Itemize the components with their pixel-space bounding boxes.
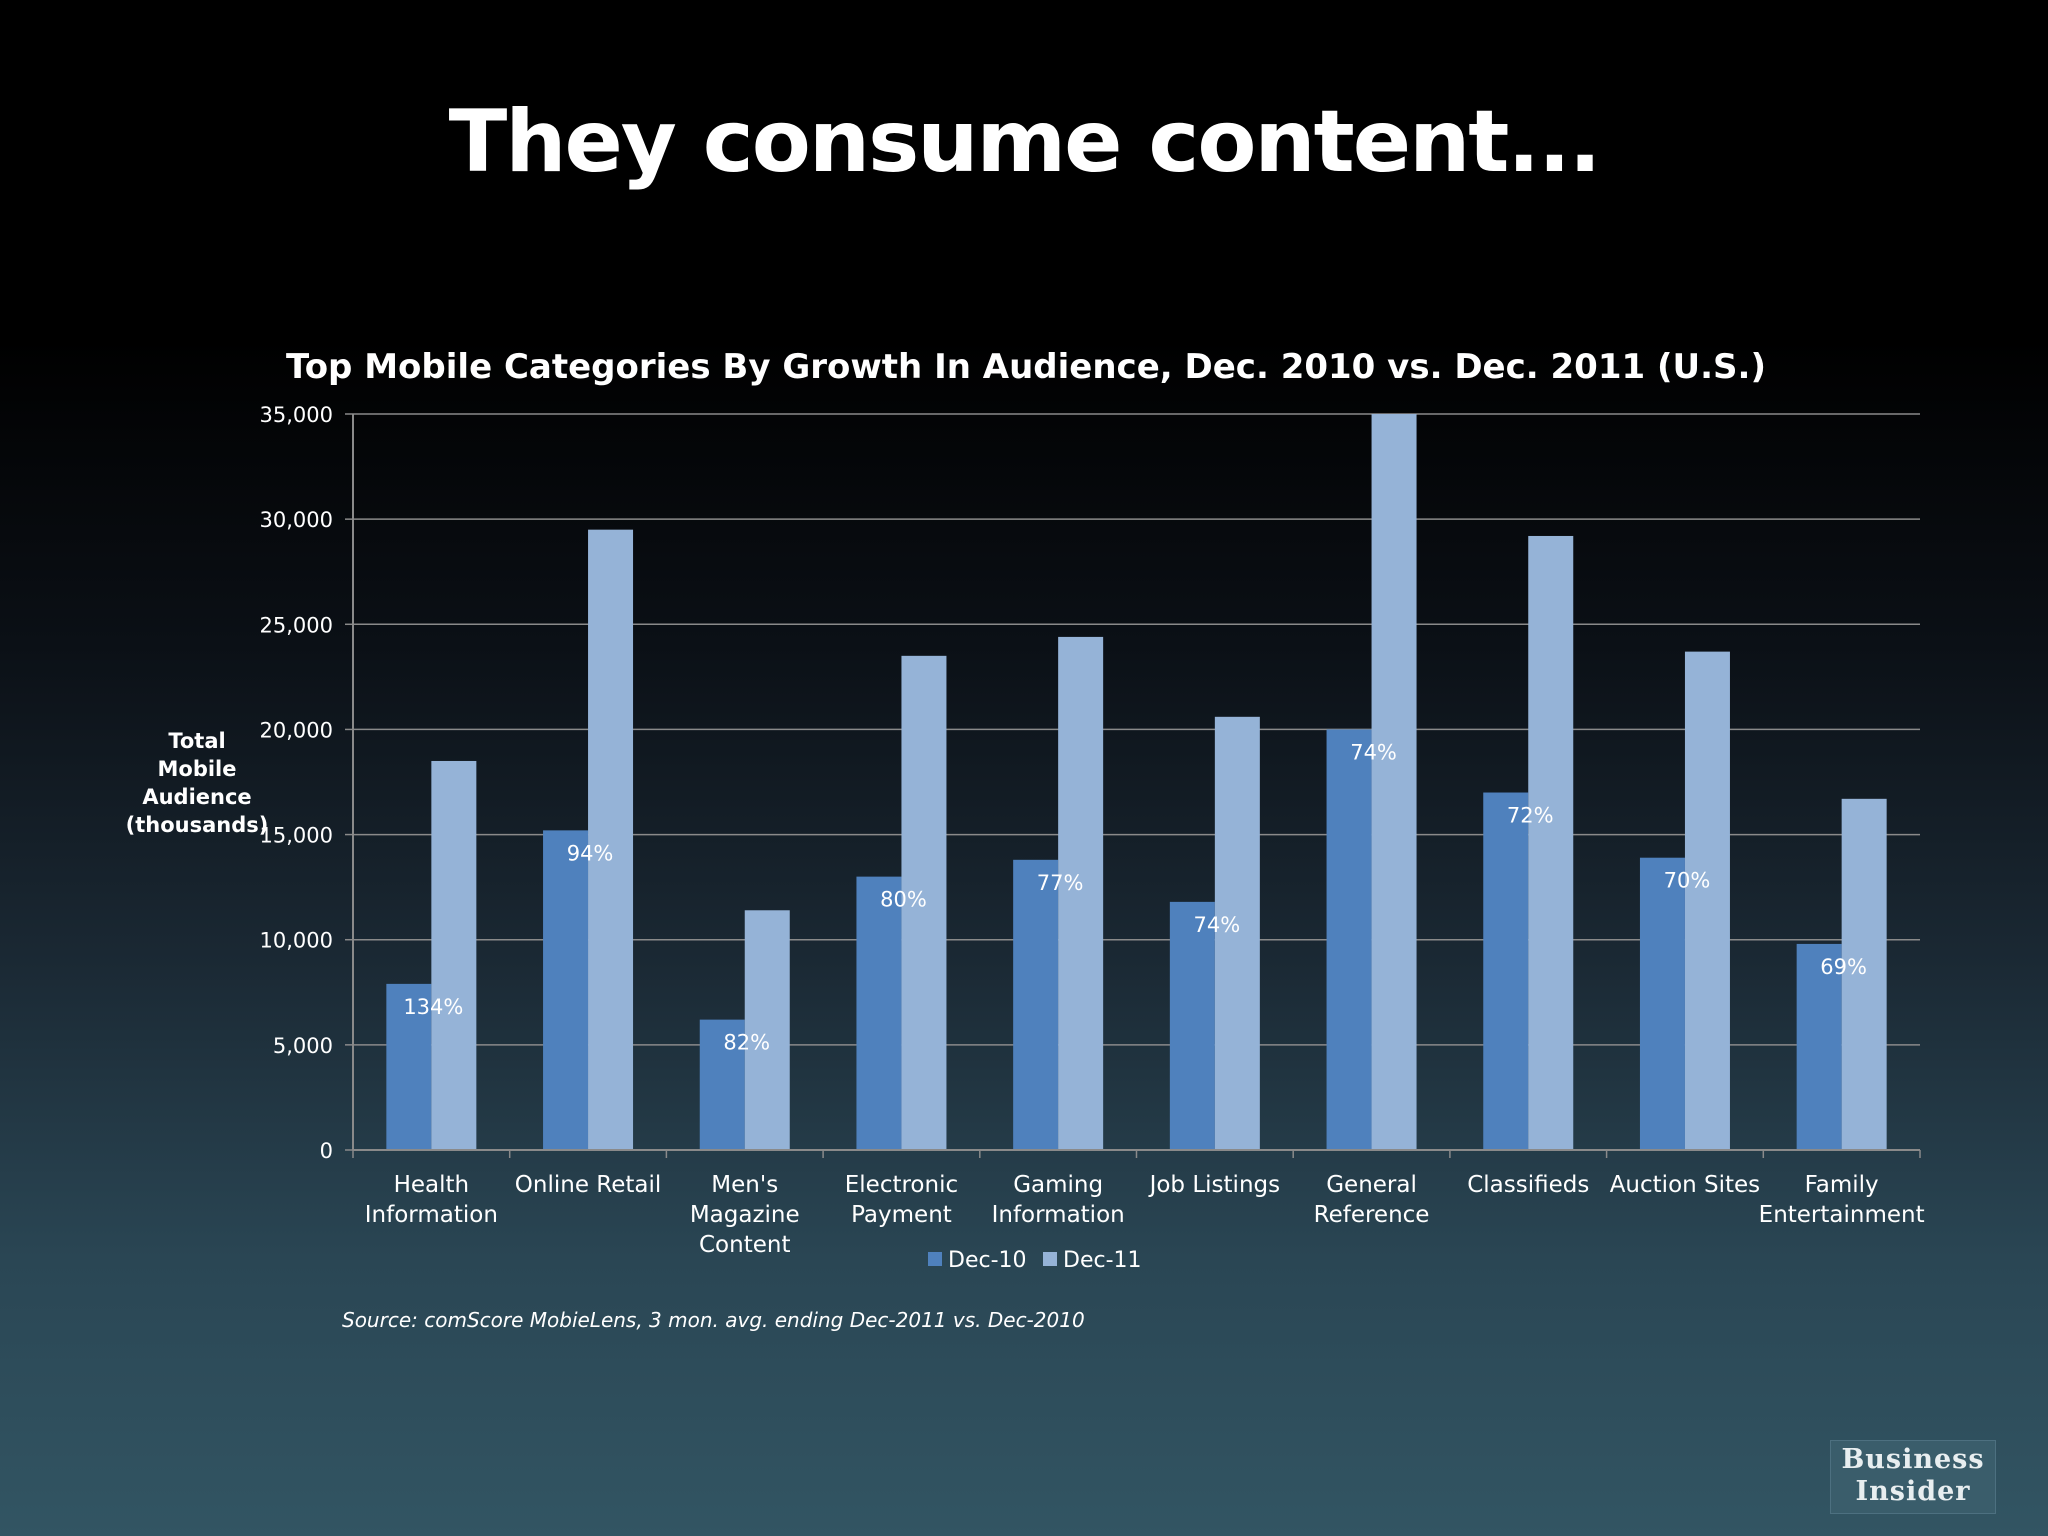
data-label: 134% xyxy=(403,995,463,1019)
data-label: 74% xyxy=(1350,740,1397,764)
y-axis-label-line: Audience xyxy=(142,785,251,809)
x-tick-label: Health Information xyxy=(365,1172,498,1228)
x-tick-label: Family Entertainment xyxy=(1759,1172,1925,1228)
x-tick-label: Men's Magazine Content xyxy=(690,1172,800,1258)
logo-line-1: Business xyxy=(1841,1444,1985,1475)
x-tick-label-line: Content xyxy=(699,1232,790,1258)
data-label: 77% xyxy=(1037,871,1084,895)
data-labels: 134% 94% 82% 80% 77% 74% 74% 72% 70% 69% xyxy=(403,740,1867,1054)
bar-dec-11 xyxy=(1528,535,1574,1150)
x-tick-label: Classifieds xyxy=(1467,1172,1589,1198)
x-tick-label-line: Payment xyxy=(851,1202,952,1228)
source-note: Source: comScore MobieLens, 3 mon. avg. … xyxy=(342,1308,1085,1332)
bar-dec-11 xyxy=(901,655,947,1150)
bar-dec-11 xyxy=(1214,716,1260,1150)
x-tick-label: General Reference xyxy=(1314,1172,1430,1228)
bar-dec-10 xyxy=(1013,859,1059,1150)
bar-dec-10 xyxy=(856,876,902,1150)
x-tick-label-line: Entertainment xyxy=(1759,1202,1925,1228)
bar-dec-11 xyxy=(1684,651,1730,1150)
y-tick-label: 25,000 xyxy=(260,613,333,637)
logo-line-2: Insider xyxy=(1855,1476,1971,1507)
y-axis-label-line: (thousands) xyxy=(126,813,269,837)
y-tick-label: 0 xyxy=(320,1139,333,1163)
data-label: 74% xyxy=(1194,913,1241,937)
bar-dec-11 xyxy=(1841,798,1887,1150)
x-tick-label: Job Listings xyxy=(1148,1172,1281,1198)
y-axis-label: Total Mobile Audience (thousands) xyxy=(126,729,269,837)
data-label: 80% xyxy=(880,888,927,912)
bar-dec-11 xyxy=(588,529,634,1150)
legend-swatch xyxy=(1043,1252,1057,1266)
x-tick-label-line: Information xyxy=(992,1202,1125,1228)
x-tick-label-line: Information xyxy=(365,1202,498,1228)
y-axis-label-line: Mobile xyxy=(158,757,237,781)
x-tick-label: Online Retail xyxy=(515,1172,662,1198)
bar-dec-10 xyxy=(1796,943,1842,1150)
bar-dec-10 xyxy=(1639,857,1685,1150)
chart-title: Top Mobile Categories By Growth In Audie… xyxy=(286,347,1766,387)
legend-swatch xyxy=(928,1252,942,1266)
x-tick-label: Electronic Payment xyxy=(845,1172,958,1228)
y-tick-label: 15,000 xyxy=(260,824,333,848)
bar-dec-11 xyxy=(1058,636,1104,1150)
bar-dec-11 xyxy=(744,910,790,1150)
data-label: 69% xyxy=(1820,955,1867,979)
bars xyxy=(386,414,1887,1150)
business-insider-logo: Business Insider xyxy=(1830,1440,1996,1514)
bar-dec-11 xyxy=(431,760,477,1150)
legend-label: Dec-11 xyxy=(1063,1248,1142,1273)
bar-dec-10 xyxy=(699,1019,745,1150)
x-tick-label-line: Auction Sites xyxy=(1610,1172,1760,1198)
x-tick-label-line: Classifieds xyxy=(1467,1172,1589,1198)
x-tick-label-line: Job Listings xyxy=(1148,1172,1281,1198)
y-tick-label: 20,000 xyxy=(260,718,333,742)
x-tick-label-line: Magazine xyxy=(690,1202,800,1228)
x-tick-label-line: Men's xyxy=(711,1172,778,1198)
bar-dec-10 xyxy=(1169,901,1215,1150)
bar-dec-10 xyxy=(386,983,432,1150)
slide-title: They consume content... xyxy=(448,92,1602,192)
data-label: 70% xyxy=(1664,869,1711,893)
x-tick-label-line: Online Retail xyxy=(515,1172,662,1198)
x-tick-label-line: General xyxy=(1326,1172,1417,1198)
bar-dec-10 xyxy=(543,830,589,1150)
y-tick-label: 5,000 xyxy=(273,1034,333,1058)
x-tick-label: Gaming Information xyxy=(992,1172,1125,1228)
bar-dec-10 xyxy=(1483,792,1529,1150)
legend: Dec-10 Dec-11 xyxy=(928,1248,1142,1273)
x-tick-labels: Health Information Online Retail Men's Magaz… xyxy=(365,1172,1925,1258)
data-label: 94% xyxy=(567,841,614,865)
x-tick-label: Auction Sites xyxy=(1610,1172,1760,1198)
x-tick-label-line: Electronic xyxy=(845,1172,958,1198)
y-tick-labels: 0 5,000 10,000 15,000 20,000 25,000 30,000 35,0… xyxy=(260,403,333,1163)
x-tick-label-line: Gaming xyxy=(1013,1172,1103,1198)
x-tick-label-line: Reference xyxy=(1314,1202,1430,1228)
legend-label: Dec-10 xyxy=(948,1248,1027,1273)
y-axis-label-line: Total xyxy=(168,729,225,753)
y-tick-label: 10,000 xyxy=(260,929,333,953)
bar-dec-11 xyxy=(1371,414,1417,1150)
bar-dec-10 xyxy=(1326,729,1372,1150)
data-label: 72% xyxy=(1507,804,1554,828)
axes xyxy=(352,414,1921,1158)
y-tick-label: 30,000 xyxy=(260,508,333,532)
x-tick-label-line: Health xyxy=(394,1172,470,1198)
y-tick-label: 35,000 xyxy=(260,403,333,427)
x-tick-label-line: Family xyxy=(1805,1172,1879,1198)
data-label: 82% xyxy=(723,1031,770,1055)
